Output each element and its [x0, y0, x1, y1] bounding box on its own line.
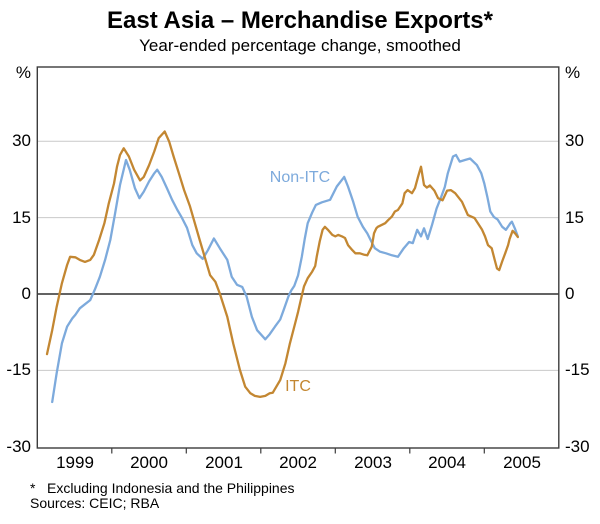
- series-line-itc: [45, 130, 519, 399]
- y-tick-left-30: 30: [12, 131, 31, 150]
- y-tick-left-m15: -15: [6, 360, 31, 379]
- y-tick-left-0: 0: [21, 284, 31, 303]
- series-line-non-itc: [51, 153, 519, 404]
- y-axis-unit-left: %: [15, 63, 31, 82]
- x-tick-2003: 2003: [354, 453, 392, 472]
- x-tick-1999: 1999: [56, 453, 94, 472]
- y-tick-left-15: 15: [12, 208, 31, 227]
- y-tick-right-m30: -30: [565, 437, 590, 456]
- x-tick-2005: 2005: [503, 453, 541, 472]
- x-tick-2000: 2000: [130, 453, 168, 472]
- footnote-text: Excluding Indonesia and the Philippines: [47, 480, 295, 496]
- y-tick-right-0: 0: [565, 284, 575, 303]
- sources-text: Sources: CEIC; RBA: [30, 495, 160, 511]
- plot-border: [36, 66, 560, 449]
- footnote-marker: *: [30, 480, 36, 496]
- x-tick-2002: 2002: [279, 453, 317, 472]
- y-tick-right-15: 15: [565, 208, 584, 227]
- y-tick-right-30: 30: [565, 131, 584, 150]
- x-tick-2001: 2001: [205, 453, 243, 472]
- y-tick-right-m15: -15: [565, 360, 590, 379]
- chart-title: East Asia – Merchandise Exports*: [107, 7, 493, 34]
- series-label-non-itc: Non-ITC: [269, 169, 331, 186]
- x-tick-2004: 2004: [428, 453, 466, 472]
- y-axis-unit-right: %: [565, 63, 581, 82]
- series-label-itc: ITC: [285, 378, 311, 395]
- chart-subtitle: Year-ended percentage change, smoothed: [139, 36, 461, 55]
- y-tick-left-m30: -30: [6, 437, 31, 456]
